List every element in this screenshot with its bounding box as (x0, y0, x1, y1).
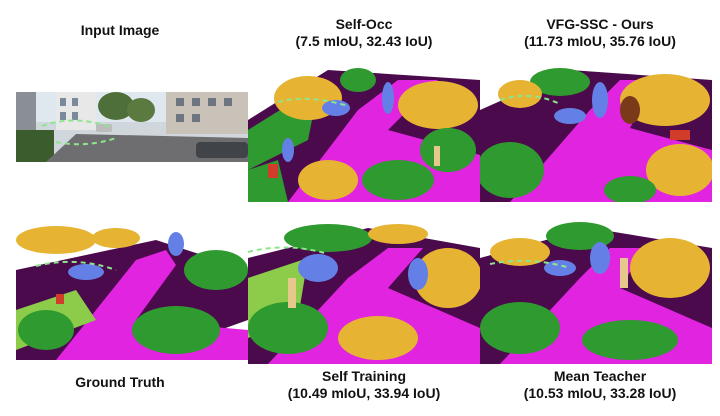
caption-metrics: (11.73 mIoU, 35.76 IoU) (524, 33, 676, 49)
ground-truth-voxel-scene (16, 220, 248, 360)
mean-teacher-panel (480, 218, 712, 364)
self-occ-panel (248, 60, 480, 202)
caption-metrics: (10.49 mIoU, 33.94 IoU) (287, 385, 441, 401)
caption-vfg-ssc: VFG-SSC - Ours (11.73 mIoU, 35.76 IoU) (480, 16, 720, 50)
caption-metrics: (7.5 mIoU, 32.43 IoU) (295, 33, 433, 49)
mean-teacher-voxel-scene (480, 218, 712, 364)
caption-title: VFG-SSC - Ours (546, 16, 654, 32)
caption-ground-truth: Ground Truth (0, 374, 240, 391)
caption-mean-teacher: Mean Teacher (10.53 mIoU, 33.28 IoU) (480, 368, 720, 402)
vfg-ssc-voxel-scene (480, 60, 712, 202)
self-occ-voxel-scene (248, 60, 480, 202)
caption-title: Ground Truth (75, 374, 165, 390)
input-image-panel (16, 92, 248, 162)
self-training-panel (248, 218, 480, 364)
caption-metrics: (10.53 mIoU, 33.28 IoU) (523, 385, 677, 401)
ground-truth-panel (16, 220, 248, 360)
caption-title: Self-Occ (335, 16, 393, 32)
caption-title: Input Image (80, 22, 160, 38)
input-photo (16, 92, 248, 162)
caption-title: Self Training (321, 368, 406, 384)
self-training-voxel-scene (248, 218, 480, 364)
caption-self-training: Self Training (10.49 mIoU, 33.94 IoU) (248, 368, 480, 402)
vfg-ssc-panel (480, 60, 712, 202)
caption-input-image: Input Image (0, 22, 240, 39)
caption-self-occ: Self-Occ (7.5 mIoU, 32.43 IoU) (248, 16, 480, 50)
caption-title: Mean Teacher (553, 368, 647, 384)
